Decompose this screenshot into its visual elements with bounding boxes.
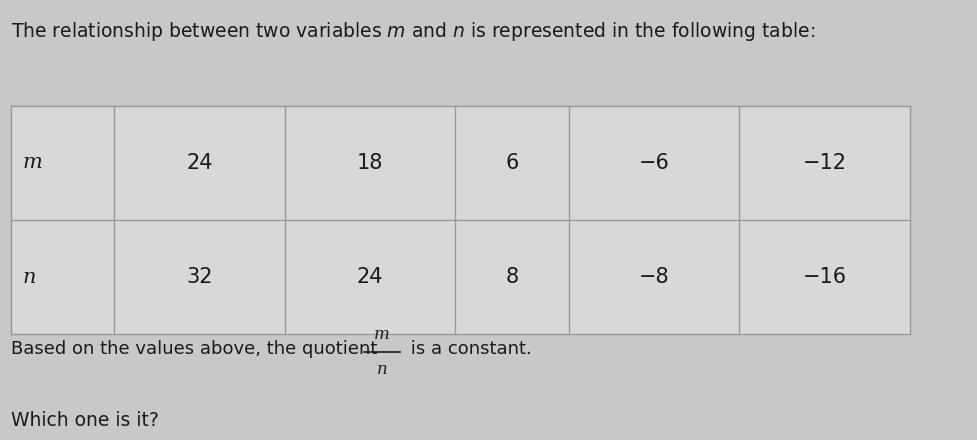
Text: Which one is it?: Which one is it? [11,411,159,430]
Bar [285,106,455,220]
Text: 24: 24 [187,153,213,173]
Text: −16: −16 [802,267,847,287]
Text: 32: 32 [187,267,213,287]
Text: −6: −6 [639,153,669,173]
Bar [740,220,910,334]
Text: −8: −8 [639,267,669,287]
Bar [11,220,114,334]
Bar [740,106,910,220]
Bar [569,220,740,334]
Bar [11,106,114,220]
Text: is a constant.: is a constant. [405,340,531,358]
Bar [455,106,569,220]
Text: 24: 24 [357,267,383,287]
Text: 8: 8 [505,267,519,287]
Text: 6: 6 [505,153,519,173]
Bar [569,106,740,220]
Bar [114,220,285,334]
Text: n: n [22,268,35,287]
Text: 18: 18 [357,153,383,173]
Text: The relationship between two variables $m$ and $n$ is represented in the followi: The relationship between two variables $… [11,20,815,43]
Bar [114,106,285,220]
Text: Based on the values above, the quotient: Based on the values above, the quotient [11,340,383,358]
Text: m: m [374,326,390,343]
Bar [285,220,455,334]
Text: m: m [22,153,42,172]
Text: −12: −12 [803,153,847,173]
Bar [455,220,569,334]
Text: n: n [377,361,388,378]
